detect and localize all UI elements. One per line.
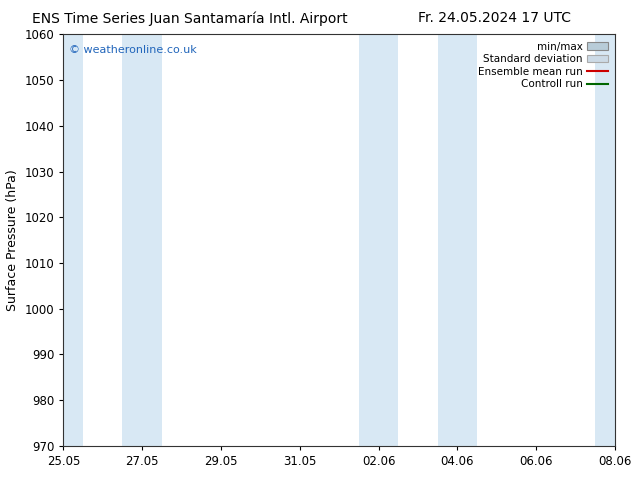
Legend: min/max, Standard deviation, Ensemble mean run, Controll run: min/max, Standard deviation, Ensemble me…: [476, 40, 610, 92]
Bar: [122, 34, 162, 446]
Text: ENS Time Series Juan Santamaría Intl. Airport: ENS Time Series Juan Santamaría Intl. Ai…: [32, 11, 348, 26]
Text: Fr. 24.05.2024 17 UTC: Fr. 24.05.2024 17 UTC: [418, 11, 571, 25]
Text: © weatheronline.co.uk: © weatheronline.co.uk: [69, 45, 197, 54]
Bar: [437, 34, 477, 446]
Y-axis label: Surface Pressure (hPa): Surface Pressure (hPa): [6, 169, 19, 311]
Bar: [595, 34, 615, 446]
Bar: [63, 34, 83, 446]
Bar: [359, 34, 398, 446]
